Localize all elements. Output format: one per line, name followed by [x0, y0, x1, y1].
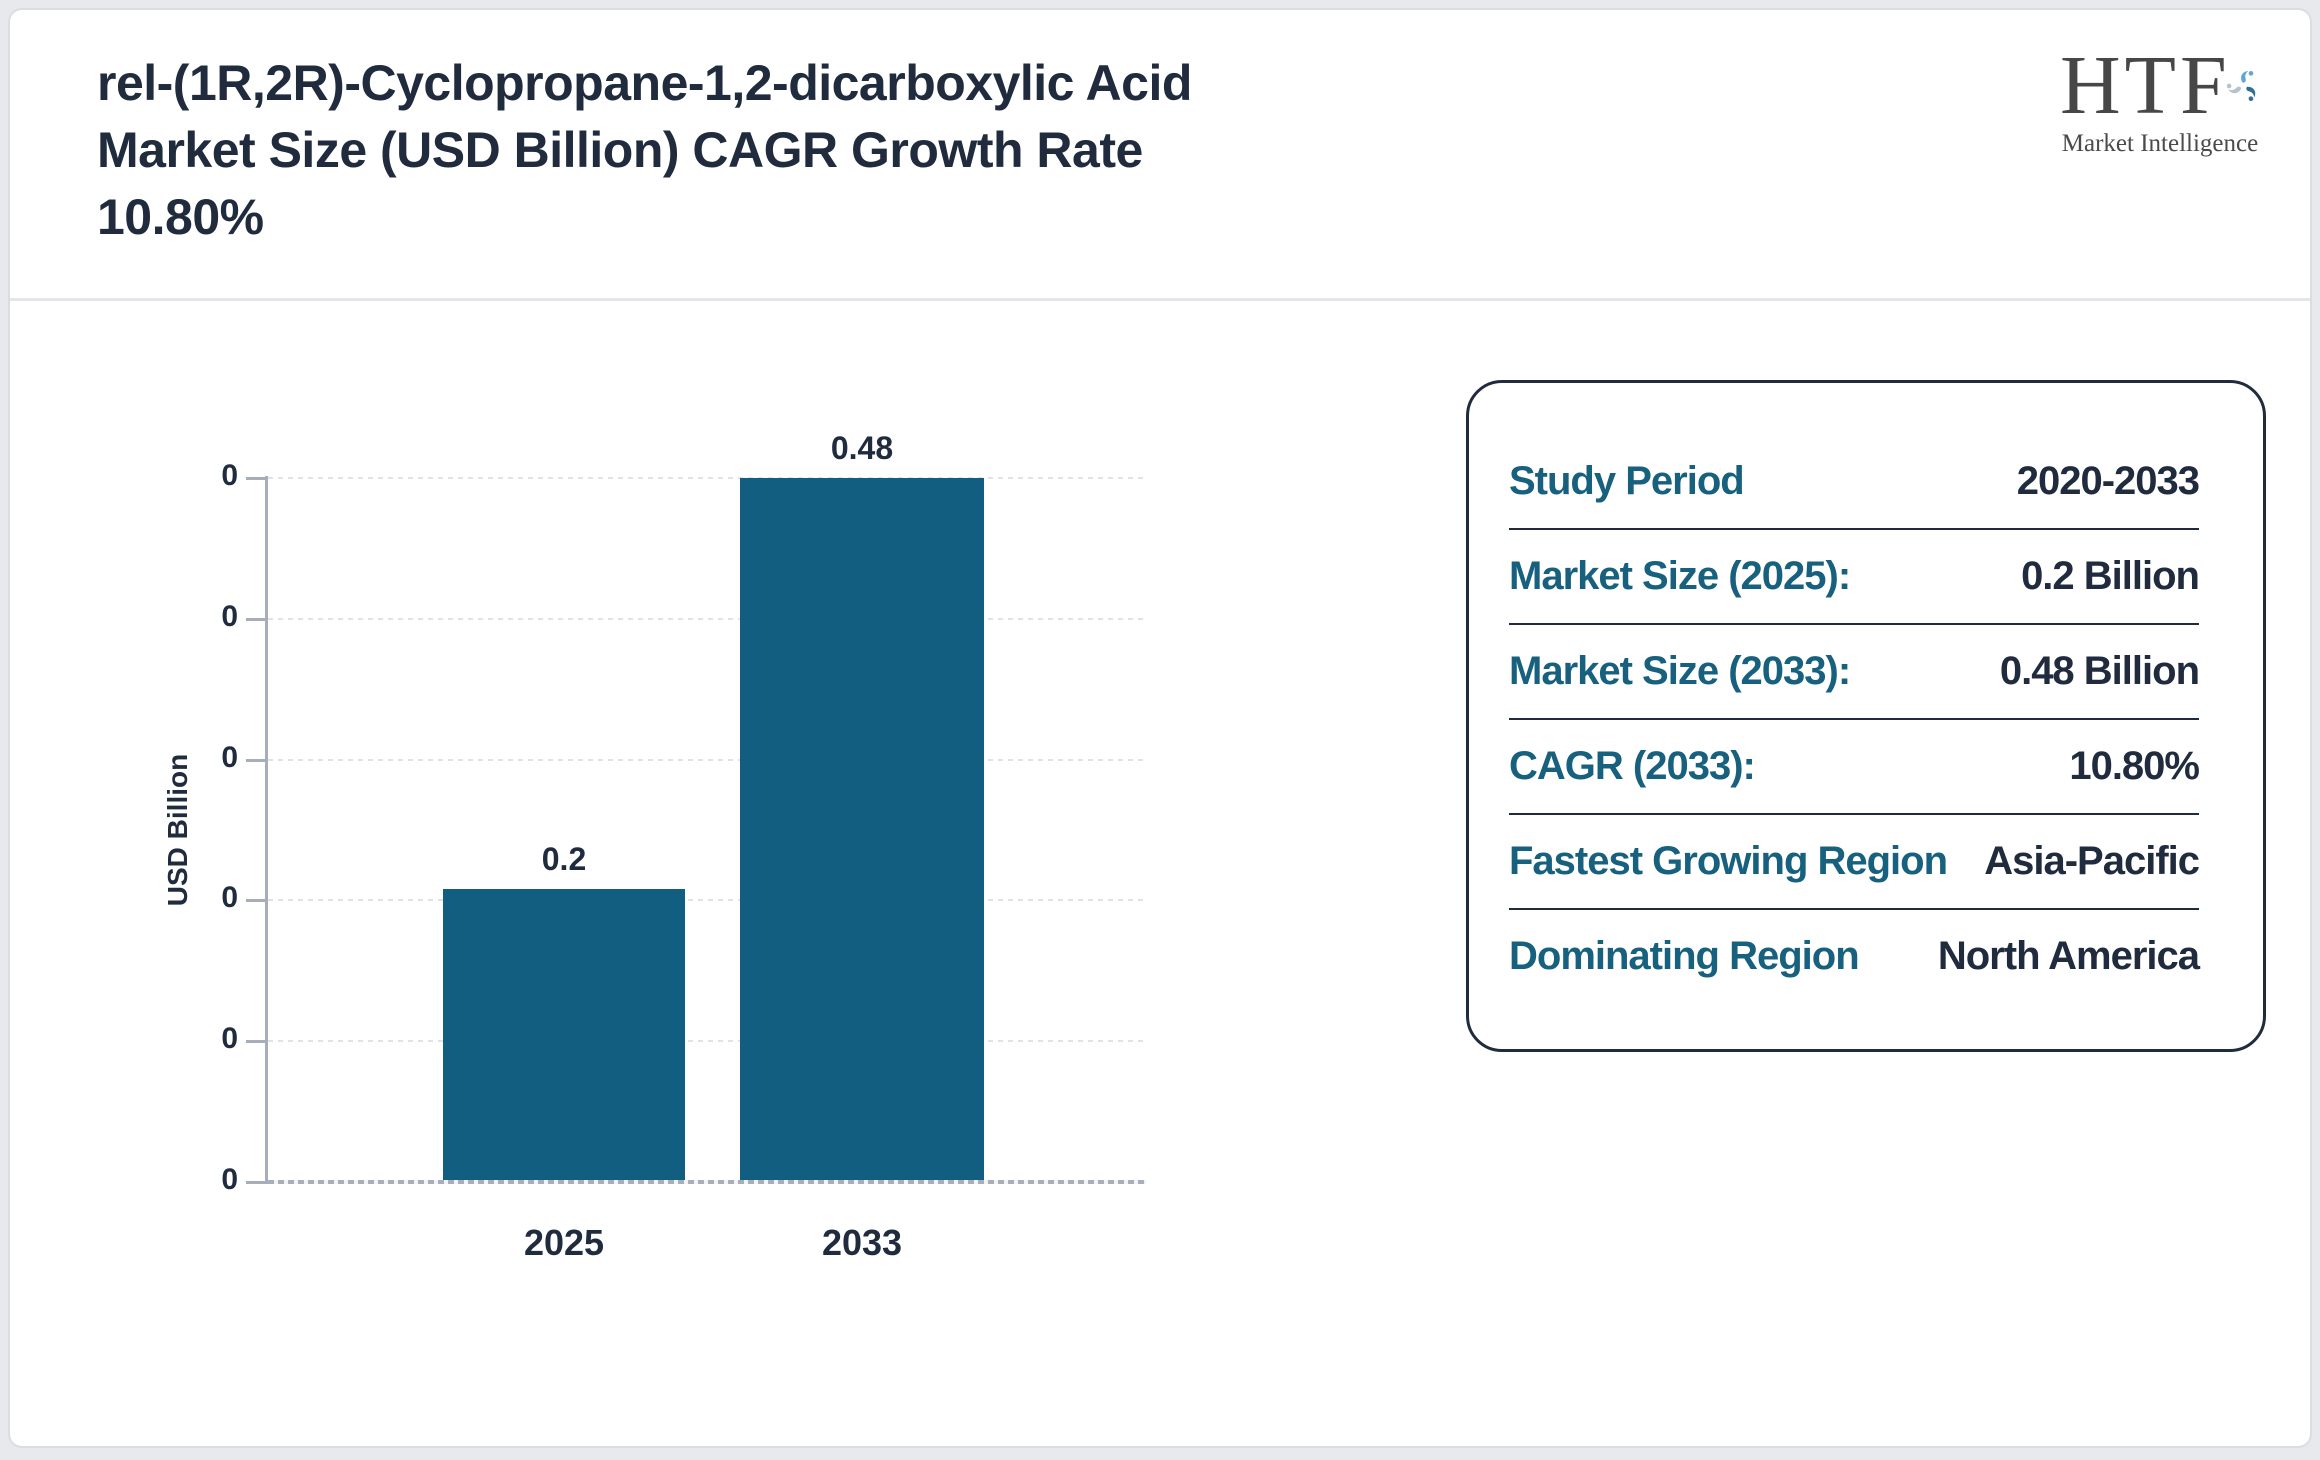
report-title: rel-(1R,2R)-Cyclopropane-1,2-dicarboxyli…: [97, 50, 1597, 251]
report-card: rel-(1R,2R)-Cyclopropane-1,2-dicarboxyli…: [8, 8, 2312, 1448]
bar-chart: USD Billion 0 0 0 0 0 0 0.2 2025 0.48 2033: [10, 302, 1310, 1302]
x-axis-line: [268, 1180, 1146, 1184]
summary-row-label: Market Size (2025):: [1509, 554, 1851, 598]
gridline: [268, 758, 1146, 761]
summary-row-value: 2020-2033: [2016, 459, 2200, 503]
summary-row-label: Study Period: [1509, 459, 1745, 503]
x-axis-label: 2025: [523, 1222, 605, 1263]
y-axis-tick-label: 0: [221, 1022, 238, 1056]
header-separator: [10, 298, 2310, 301]
summary-row-value: 10.80%: [2069, 744, 2200, 788]
summary-row-separator: [1509, 908, 2199, 910]
htf-logo: HTF Market Intelligence: [2060, 44, 2260, 158]
gridline: [268, 477, 1146, 479]
logo-subtext: Market Intelligence: [2061, 130, 2259, 157]
summary-row-label: Fastest Growing Region: [1509, 839, 1948, 883]
summary-row-value: 0.48 Billion: [1999, 649, 2200, 693]
bar-value-label: 0.48: [830, 430, 894, 466]
y-axis-tick-label: 0: [221, 740, 238, 774]
gridline: [268, 899, 1146, 902]
x-axis-label: 2033: [821, 1222, 903, 1263]
summary-row-label: Dominating Region: [1509, 934, 1860, 978]
gridline: [268, 617, 1146, 620]
gridline: [268, 1040, 1146, 1043]
summary-row-label: Market Size (2033):: [1509, 649, 1851, 693]
market-summary-panel: Study Period 2020-2033 Market Size (2025):…: [1466, 380, 2266, 1052]
summary-row-separator: [1509, 718, 2199, 720]
title-line-3: 10.80%: [97, 189, 264, 245]
y-axis-tick-label: 0: [221, 1163, 238, 1196]
summary-row-separator: [1509, 813, 2199, 815]
summary-row-separator: [1509, 623, 2199, 625]
bar-2033: [740, 478, 984, 1182]
title-line-1: rel-(1R,2R)-Cyclopropane-1,2-dicarboxyli…: [97, 55, 1192, 111]
summary-row-value: Asia-Pacific: [1984, 839, 2200, 883]
y-axis-tick: [246, 758, 268, 762]
bar-2025: [443, 889, 685, 1182]
summary-row-separator: [1509, 528, 2199, 530]
summary-row: Dominating Region North America: [1509, 910, 2200, 1003]
y-axis-tick-label: 0: [221, 881, 238, 915]
summary-row: Study Period 2020-2033: [1509, 435, 2200, 528]
summary-row-value: 0.2 Billion: [2021, 554, 2200, 598]
summary-row: Fastest Growing Region Asia-Pacific: [1509, 815, 2200, 908]
y-axis-tick-label: 0: [221, 599, 238, 633]
summary-row-label: CAGR (2033):: [1509, 744, 1756, 788]
bar-value-label: 0.2: [541, 841, 587, 877]
y-axis-tick: [246, 1181, 268, 1184]
y-axis-tick: [246, 617, 268, 621]
summary-row: Market Size (2025): 0.2 Billion: [1509, 530, 2200, 623]
y-axis-tick: [246, 899, 268, 903]
summary-row: CAGR (2033): 10.80%: [1509, 720, 2200, 813]
y-axis-tick: [246, 1040, 268, 1044]
summary-row-value: North America: [1937, 934, 2200, 978]
logo-swirl-icon: [2226, 71, 2255, 102]
summary-row: Market Size (2033): 0.48 Billion: [1509, 625, 2200, 718]
y-axis-line: [265, 476, 268, 1184]
title-line-2: Market Size (USD Billion) CAGR Growth Ra…: [97, 122, 1143, 178]
y-axis-tick-label: 0: [221, 459, 238, 492]
y-axis-tick: [246, 477, 268, 480]
logo-row: HTF: [2060, 44, 2260, 128]
logo-text: HTF: [2060, 39, 2231, 132]
